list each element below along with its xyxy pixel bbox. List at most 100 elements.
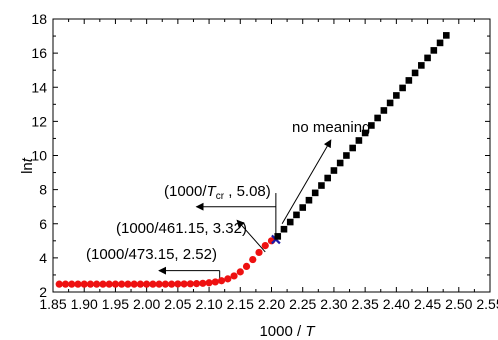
- data-point-circle: [86, 280, 95, 288]
- data-point-square: [411, 69, 419, 77]
- x-tick-label: 1.90: [71, 296, 98, 312]
- data-point-square: [311, 189, 319, 197]
- data-point-circle: [168, 280, 176, 288]
- data-point-square: [318, 182, 325, 189]
- data-point-circle: [118, 280, 126, 288]
- data-point-square: [430, 47, 438, 54]
- data-point-circle: [105, 280, 113, 288]
- y-tick-label: 18: [31, 11, 47, 27]
- data-point-circle: [199, 279, 207, 287]
- data-point-square: [424, 54, 431, 62]
- x-tick-label: 2.40: [383, 296, 410, 312]
- y-tick-label: 16: [31, 45, 47, 61]
- data-point-square: [324, 174, 331, 182]
- data-point-circle: [174, 280, 182, 288]
- data-point-square: [399, 84, 406, 92]
- data-point-square: [405, 77, 413, 84]
- ticks: 1.85 1.90 1.95 2.00 2.05 2.10 2.15 2.20 2.25 2.30…: [31, 11, 498, 312]
- data-point-circle: [192, 280, 201, 288]
- data-point-square: [368, 122, 375, 129]
- y-axis-title-var: t: [19, 157, 36, 162]
- data-point-circle: [130, 280, 138, 288]
- data-point-circle: [224, 275, 232, 283]
- data-point-circle: [186, 280, 194, 288]
- x-tick-label: 2.05: [164, 296, 191, 312]
- x-axis-title: 1000 / T: [259, 323, 316, 340]
- data-point-circle: [161, 280, 169, 288]
- data-point-circle: [68, 280, 76, 288]
- x-tick-label: 2.25: [289, 296, 316, 312]
- data-point-square: [293, 211, 300, 219]
- data-point-circle: [61, 280, 70, 288]
- x-tick-label: 2.35: [352, 296, 379, 312]
- annotation-tcr: (1000/Tcr , 5.08): [164, 183, 271, 202]
- data-point-circle: [230, 272, 238, 280]
- data-point-circle: [149, 280, 157, 288]
- x-axis-title-main: 1000 /: [259, 323, 305, 340]
- data-point-circle: [74, 280, 82, 288]
- data-point-circle: [111, 280, 120, 288]
- y-axis-title: lnt: [19, 157, 36, 174]
- data-point-square: [393, 92, 400, 99]
- y-axis-title-main: ln: [19, 162, 36, 174]
- annotation-473: (1000/473.15, 2.52): [86, 246, 217, 263]
- data-point-circle: [55, 280, 63, 288]
- data-point-square: [330, 167, 338, 174]
- data-marks: [55, 32, 450, 288]
- data-point-circle: [249, 255, 257, 264]
- annotation-461: (1000/461.15, 3.32): [116, 220, 247, 237]
- y-tick-label: 4: [39, 250, 47, 266]
- data-point-square: [380, 107, 388, 114]
- x-tick-label: 2.55: [476, 296, 498, 312]
- data-point-circle: [261, 241, 269, 250]
- y-tick-label: 14: [31, 79, 47, 95]
- y-tick-label: 2: [39, 284, 47, 300]
- data-point-square: [349, 144, 356, 152]
- data-point-square: [386, 99, 394, 107]
- data-point-circle: [80, 280, 88, 288]
- data-point-circle: [93, 280, 101, 288]
- data-point-circle: [211, 278, 219, 286]
- x-tick-label: 2.45: [414, 296, 441, 312]
- data-point-square: [286, 218, 294, 226]
- x-tick-label: 2.50: [445, 296, 472, 312]
- annotation-lines: [158, 139, 332, 282]
- data-point-circle: [136, 280, 144, 288]
- data-point-square: [343, 152, 350, 159]
- data-point-square: [443, 32, 450, 39]
- data-point-circle: [180, 280, 188, 288]
- data-point-square: [274, 233, 282, 240]
- data-point-circle: [143, 280, 151, 288]
- data-point-circle: [99, 280, 107, 288]
- data-point-square: [305, 196, 313, 204]
- arrow-461: [236, 219, 266, 253]
- x-tick-label: 2.30: [320, 296, 347, 312]
- y-tick-label: 8: [39, 182, 47, 198]
- data-point-circle: [205, 279, 213, 287]
- data-point-circle: [217, 277, 226, 285]
- data-point-circle: [236, 268, 244, 276]
- x-tick-label: 1.85: [39, 296, 66, 312]
- data-point-circle: [124, 280, 132, 288]
- data-point-square: [280, 225, 288, 233]
- annotation-no-meaning: no meaning: [292, 119, 370, 136]
- data-point-square: [374, 114, 381, 122]
- x-tick-label: 2.00: [133, 296, 160, 312]
- data-point-square: [299, 204, 307, 211]
- data-point-circle: [255, 248, 263, 257]
- x-tick-label: 2.10: [195, 296, 222, 312]
- data-point-square: [355, 137, 363, 144]
- data-point-square: [361, 129, 369, 137]
- data-point-square: [436, 39, 444, 47]
- x-tick-label: 1.95: [102, 296, 129, 312]
- data-point-square: [418, 62, 425, 69]
- data-point-circle: [242, 262, 251, 271]
- x-tick-label: 2.15: [227, 296, 254, 312]
- data-point-square: [336, 159, 344, 167]
- x-axis-title-var: T: [305, 323, 316, 340]
- y-tick-label: 12: [31, 113, 47, 129]
- y-tick-label: 6: [39, 216, 47, 232]
- x-tick-label: 2.20: [258, 296, 285, 312]
- y-tick-label: 10: [31, 148, 47, 164]
